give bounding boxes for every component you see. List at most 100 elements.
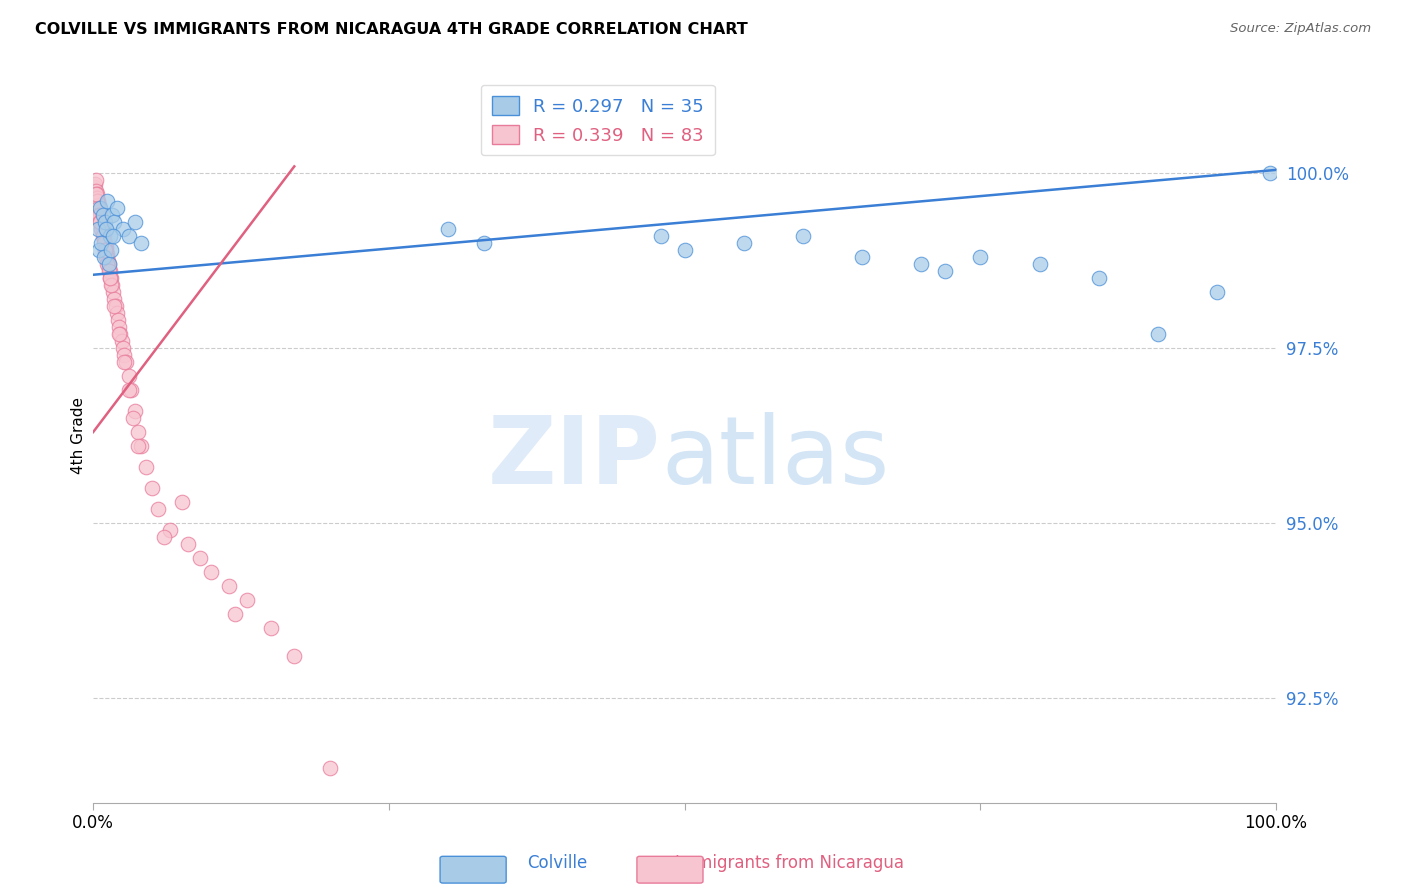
- Point: [90, 236, 112, 251]
- Point: [97, 253, 120, 268]
- Point: [159, 523, 181, 537]
- Point: [101, 278, 124, 293]
- Point: [98, 271, 121, 285]
- Point: [236, 592, 259, 607]
- Point: [96, 250, 118, 264]
- Point: [91, 226, 114, 240]
- Point: [93, 250, 115, 264]
- Point: [103, 292, 125, 306]
- Text: Immigrants from Nicaragua: Immigrants from Nicaragua: [675, 855, 904, 872]
- Point: [472, 236, 495, 251]
- Point: [188, 550, 211, 565]
- Point: [124, 404, 146, 418]
- Point: [96, 257, 118, 271]
- Point: [118, 229, 141, 244]
- Point: [910, 257, 932, 271]
- Point: [91, 219, 114, 233]
- Point: [98, 260, 121, 275]
- Point: [127, 425, 149, 439]
- Point: [733, 236, 755, 251]
- Point: [111, 341, 134, 355]
- Point: [110, 327, 132, 342]
- Point: [112, 348, 135, 362]
- Point: [86, 187, 108, 202]
- Point: [96, 222, 118, 236]
- Point: [96, 250, 118, 264]
- Point: [218, 579, 240, 593]
- Point: [112, 355, 135, 369]
- Point: [91, 208, 114, 222]
- Point: [104, 299, 127, 313]
- Point: [91, 229, 114, 244]
- Point: [319, 761, 342, 775]
- Point: [89, 208, 111, 222]
- Text: Colville: Colville: [527, 855, 588, 872]
- Point: [98, 229, 121, 244]
- Point: [91, 222, 114, 236]
- Point: [84, 184, 107, 198]
- Point: [673, 244, 696, 258]
- Point: [93, 229, 115, 244]
- Point: [108, 327, 131, 342]
- Point: [97, 264, 120, 278]
- Point: [100, 271, 122, 285]
- Point: [98, 271, 121, 285]
- Point: [100, 278, 122, 293]
- Point: [83, 180, 105, 194]
- Point: [177, 537, 200, 551]
- Point: [1206, 285, 1229, 300]
- Point: [94, 244, 117, 258]
- Point: [87, 222, 110, 236]
- Point: [96, 244, 118, 258]
- Point: [170, 495, 193, 509]
- Point: [1146, 327, 1168, 342]
- Point: [94, 215, 117, 229]
- Point: [94, 240, 117, 254]
- Point: [1028, 257, 1050, 271]
- Point: [86, 194, 108, 209]
- Point: [107, 313, 129, 327]
- Point: [103, 285, 125, 300]
- Point: [87, 194, 110, 209]
- Point: [118, 369, 141, 384]
- Point: [124, 215, 146, 229]
- Point: [84, 173, 107, 187]
- Point: [129, 439, 152, 453]
- Point: [103, 299, 125, 313]
- Point: [127, 439, 149, 453]
- Point: [103, 229, 125, 244]
- Point: [94, 244, 117, 258]
- Point: [259, 621, 281, 635]
- Point: [87, 208, 110, 222]
- Point: [90, 222, 112, 236]
- Point: [105, 202, 128, 216]
- Point: [934, 264, 956, 278]
- Point: [97, 257, 120, 271]
- Point: [100, 244, 122, 258]
- Point: [90, 215, 112, 229]
- Point: [129, 236, 152, 251]
- Y-axis label: 4th Grade: 4th Grade: [72, 397, 86, 474]
- Text: atlas: atlas: [661, 411, 889, 504]
- Point: [89, 215, 111, 229]
- Point: [283, 648, 305, 663]
- Point: [97, 257, 120, 271]
- Point: [87, 202, 110, 216]
- Point: [153, 530, 176, 544]
- Point: [84, 187, 107, 202]
- Point: [94, 236, 117, 251]
- Point: [84, 177, 107, 191]
- Point: [437, 222, 460, 236]
- Point: [1258, 166, 1281, 180]
- Point: [122, 411, 145, 425]
- Point: [141, 481, 163, 495]
- Text: COLVILLE VS IMMIGRANTS FROM NICARAGUA 4TH GRADE CORRELATION CHART: COLVILLE VS IMMIGRANTS FROM NICARAGUA 4T…: [35, 22, 748, 37]
- Point: [96, 194, 118, 209]
- Point: [120, 383, 142, 397]
- Point: [200, 565, 222, 579]
- Point: [111, 222, 134, 236]
- Point: [103, 215, 125, 229]
- Point: [87, 244, 110, 258]
- Point: [115, 355, 138, 369]
- Point: [89, 204, 111, 219]
